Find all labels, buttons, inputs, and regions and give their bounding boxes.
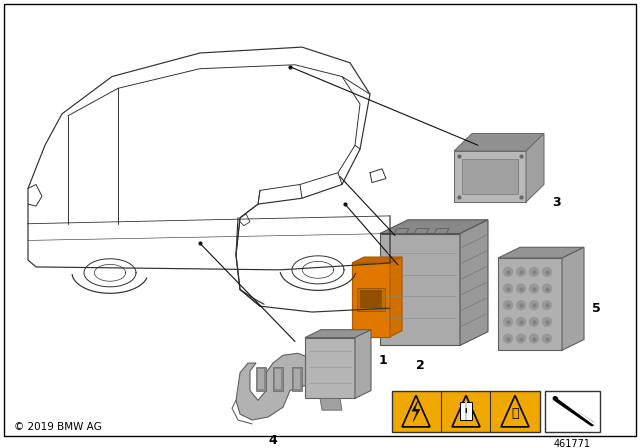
- Polygon shape: [236, 353, 313, 420]
- Bar: [294, 369, 300, 388]
- Circle shape: [543, 318, 552, 326]
- Polygon shape: [434, 228, 449, 233]
- Polygon shape: [526, 134, 544, 202]
- Bar: [357, 288, 385, 311]
- Polygon shape: [412, 401, 420, 422]
- Text: i: i: [465, 408, 467, 414]
- Bar: [465, 402, 467, 420]
- Polygon shape: [498, 247, 584, 258]
- Text: © 2019 BMW AG: © 2019 BMW AG: [14, 422, 102, 432]
- Polygon shape: [462, 159, 518, 194]
- Circle shape: [516, 334, 525, 343]
- Polygon shape: [320, 398, 342, 410]
- Circle shape: [516, 284, 525, 293]
- Circle shape: [516, 301, 525, 310]
- Circle shape: [504, 334, 513, 343]
- Polygon shape: [454, 134, 544, 151]
- Circle shape: [504, 267, 513, 276]
- Circle shape: [529, 301, 538, 310]
- Circle shape: [529, 334, 538, 343]
- Polygon shape: [562, 247, 584, 350]
- Bar: [360, 290, 382, 308]
- Bar: [256, 367, 266, 391]
- Circle shape: [504, 301, 513, 310]
- Circle shape: [543, 284, 552, 293]
- Circle shape: [543, 267, 552, 276]
- Polygon shape: [454, 151, 526, 202]
- Circle shape: [504, 318, 513, 326]
- Circle shape: [543, 301, 552, 310]
- Polygon shape: [305, 337, 355, 398]
- Polygon shape: [390, 257, 402, 336]
- Bar: [273, 367, 283, 391]
- Text: 5: 5: [592, 302, 601, 314]
- Text: 2: 2: [415, 359, 424, 372]
- Text: 3: 3: [552, 196, 561, 209]
- Circle shape: [504, 284, 513, 293]
- Polygon shape: [394, 228, 409, 233]
- Polygon shape: [355, 330, 371, 398]
- Circle shape: [543, 334, 552, 343]
- Polygon shape: [352, 257, 402, 263]
- Circle shape: [529, 284, 538, 293]
- Text: 461771: 461771: [554, 439, 591, 448]
- Polygon shape: [498, 258, 562, 350]
- Circle shape: [516, 267, 525, 276]
- Polygon shape: [460, 220, 488, 345]
- Circle shape: [529, 318, 538, 326]
- Polygon shape: [380, 233, 460, 345]
- Polygon shape: [305, 330, 371, 337]
- Text: 🧤: 🧤: [511, 407, 519, 420]
- Circle shape: [516, 318, 525, 326]
- Bar: [292, 367, 302, 391]
- Bar: [460, 402, 472, 420]
- Polygon shape: [352, 263, 390, 336]
- Polygon shape: [380, 220, 488, 233]
- Bar: [258, 369, 264, 388]
- Polygon shape: [414, 228, 429, 233]
- Text: 4: 4: [269, 434, 277, 447]
- Text: 1: 1: [379, 353, 388, 366]
- Bar: [275, 369, 281, 388]
- Circle shape: [529, 267, 538, 276]
- Bar: [545, 391, 600, 432]
- Bar: [392, 391, 540, 432]
